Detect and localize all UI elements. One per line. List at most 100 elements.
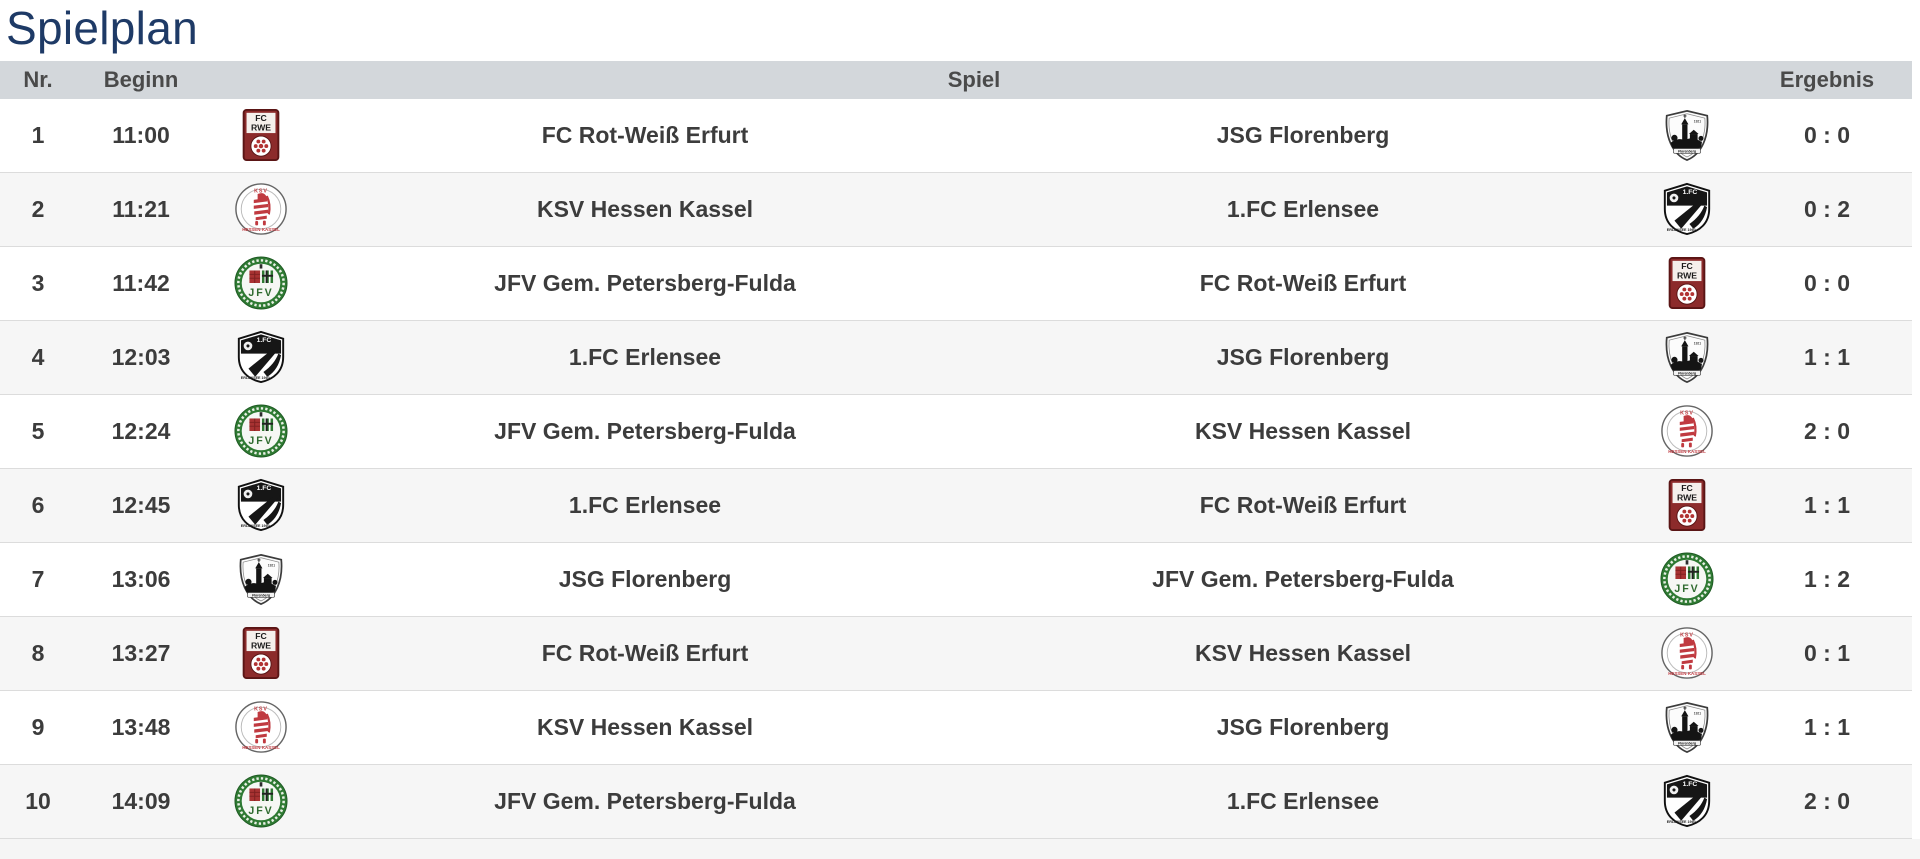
match-score: 1 : 1: [1803, 343, 1851, 370]
jsg-florenberg-badge-icon: [1660, 108, 1714, 162]
match-row: 1 11:00 FC Rot-Weiß Erfurt JSG Florenber…: [0, 98, 1912, 173]
ksv-hessen-kassel-badge-icon: [234, 182, 288, 236]
away-team-name: JFV Gem. Petersberg-Fulda: [1152, 565, 1454, 592]
match-number: 7: [31, 565, 45, 592]
match-row: 2 11:21 KSV Hessen Kassel 1.FC Erlensee …: [0, 172, 1912, 247]
fc-erlensee-badge-icon: [234, 330, 288, 384]
away-team-name: 1.FC Erlensee: [1226, 787, 1380, 814]
match-row: 6 12:45 1.FC Erlensee FC Rot-Weiß Erfurt…: [0, 468, 1912, 543]
match-score: 2 : 0: [1803, 787, 1851, 814]
match-number: 10: [25, 787, 51, 814]
fc-rot-weiss-erfurt-badge-icon: [234, 626, 288, 680]
home-team-name: FC Rot-Weiß Erfurt: [541, 121, 749, 148]
home-team-name: JFV Gem. Petersberg-Fulda: [494, 269, 796, 296]
home-team-name: JFV Gem. Petersberg-Fulda: [494, 787, 796, 814]
away-team-logo-cell: [1632, 108, 1742, 162]
match-number: 4: [31, 343, 45, 370]
match-time: 13:27: [111, 639, 171, 666]
header-beginn: Beginn: [103, 66, 179, 92]
match-time: 12:03: [111, 343, 171, 370]
away-team-logo-cell: [1632, 552, 1742, 606]
fc-erlensee-badge-icon: [1660, 774, 1714, 828]
home-team-logo-cell: [206, 626, 316, 680]
match-score: 2 : 0: [1803, 417, 1851, 444]
away-team-logo-cell: [1632, 478, 1742, 532]
jsg-florenberg-badge-icon: [234, 552, 288, 606]
fc-rot-weiss-erfurt-badge-icon: [1660, 256, 1714, 310]
match-time: 13:06: [111, 565, 171, 592]
home-team-logo-cell: [206, 774, 316, 828]
away-team-logo-cell: [1632, 330, 1742, 384]
match-number: 3: [31, 269, 45, 296]
away-team-logo-cell: [1632, 182, 1742, 236]
away-team-logo-cell: [1632, 774, 1742, 828]
page-title: Spielplan: [6, 2, 198, 54]
home-team-logo-cell: [206, 108, 316, 162]
match-number: 6: [31, 491, 45, 518]
match-time: 12:24: [111, 417, 171, 444]
home-team-name: FC Rot-Weiß Erfurt: [541, 639, 749, 666]
match-time: 12:45: [111, 491, 171, 518]
home-team-name: KSV Hessen Kassel: [536, 195, 754, 222]
schedule-body: 1 11:00 FC Rot-Weiß Erfurt JSG Florenber…: [0, 98, 1912, 839]
fc-rot-weiss-erfurt-badge-icon: [1660, 478, 1714, 532]
jfv-petersberg-fulda-badge-icon: [234, 256, 288, 310]
away-team-name: KSV Hessen Kassel: [1194, 417, 1412, 444]
home-team-logo-cell: [206, 700, 316, 754]
away-team-name: FC Rot-Weiß Erfurt: [1199, 269, 1407, 296]
match-score: 0 : 0: [1803, 269, 1851, 296]
home-team-name: JFV Gem. Petersberg-Fulda: [494, 417, 796, 444]
match-number: 5: [31, 417, 45, 444]
match-time: 14:09: [111, 787, 171, 814]
away-team-name: KSV Hessen Kassel: [1194, 639, 1412, 666]
away-team-logo-cell: [1632, 700, 1742, 754]
fc-erlensee-badge-icon: [1660, 182, 1714, 236]
home-team-logo-cell: [206, 182, 316, 236]
header-nr: Nr.: [23, 66, 53, 92]
match-row: 3 11:42 JFV Gem. Petersberg-Fulda FC Rot…: [0, 246, 1912, 321]
home-team-logo-cell: [206, 478, 316, 532]
away-team-name: JSG Florenberg: [1216, 713, 1390, 740]
match-row: 8 13:27 FC Rot-Weiß Erfurt KSV Hessen Ka…: [0, 616, 1912, 691]
fc-rot-weiss-erfurt-badge-icon: [234, 108, 288, 162]
match-row: 7 13:06 JSG Florenberg JFV Gem. Petersbe…: [0, 542, 1912, 617]
away-team-logo-cell: [1632, 626, 1742, 680]
ksv-hessen-kassel-badge-icon: [1660, 626, 1714, 680]
away-team-logo-cell: [1632, 256, 1742, 310]
match-score: 1 : 2: [1803, 565, 1851, 592]
fc-erlensee-badge-icon: [234, 478, 288, 532]
match-time: 11:42: [112, 269, 170, 296]
match-time: 11:00: [112, 121, 170, 148]
jsg-florenberg-badge-icon: [1660, 330, 1714, 384]
jfv-petersberg-fulda-badge-icon: [234, 404, 288, 458]
match-row: 9 13:48 KSV Hessen Kassel JSG Florenberg…: [0, 690, 1912, 765]
away-team-name: JSG Florenberg: [1216, 343, 1390, 370]
away-team-name: 1.FC Erlensee: [1226, 195, 1380, 222]
match-number: 1: [31, 121, 45, 148]
match-score: 0 : 2: [1803, 195, 1851, 222]
match-row: 10 14:09 JFV Gem. Petersberg-Fulda 1.FC …: [0, 764, 1912, 839]
home-team-name: 1.FC Erlensee: [568, 491, 722, 518]
away-team-name: JSG Florenberg: [1216, 121, 1390, 148]
schedule-table: Nr. Beginn Spiel Ergebnis 1 11:00 FC Rot…: [0, 60, 1912, 839]
home-team-logo-cell: [206, 404, 316, 458]
jfv-petersberg-fulda-badge-icon: [1660, 552, 1714, 606]
home-team-logo-cell: [206, 330, 316, 384]
header-spiel: Spiel: [947, 66, 1001, 92]
jfv-petersberg-fulda-badge-icon: [234, 774, 288, 828]
match-score: 1 : 1: [1803, 713, 1851, 740]
ksv-hessen-kassel-badge-icon: [234, 700, 288, 754]
match-score: 1 : 1: [1803, 491, 1851, 518]
home-team-name: JSG Florenberg: [558, 565, 732, 592]
match-number: 8: [31, 639, 45, 666]
away-team-logo-cell: [1632, 404, 1742, 458]
match-time: 13:48: [111, 713, 171, 740]
match-time: 11:21: [112, 195, 170, 222]
match-score: 0 : 1: [1803, 639, 1851, 666]
bottom-strip: [0, 838, 1920, 859]
header-ergebnis: Ergebnis: [1779, 66, 1875, 92]
schedule-header-row: Nr. Beginn Spiel Ergebnis: [0, 60, 1912, 99]
match-number: 9: [31, 713, 45, 740]
home-team-name: KSV Hessen Kassel: [536, 713, 754, 740]
